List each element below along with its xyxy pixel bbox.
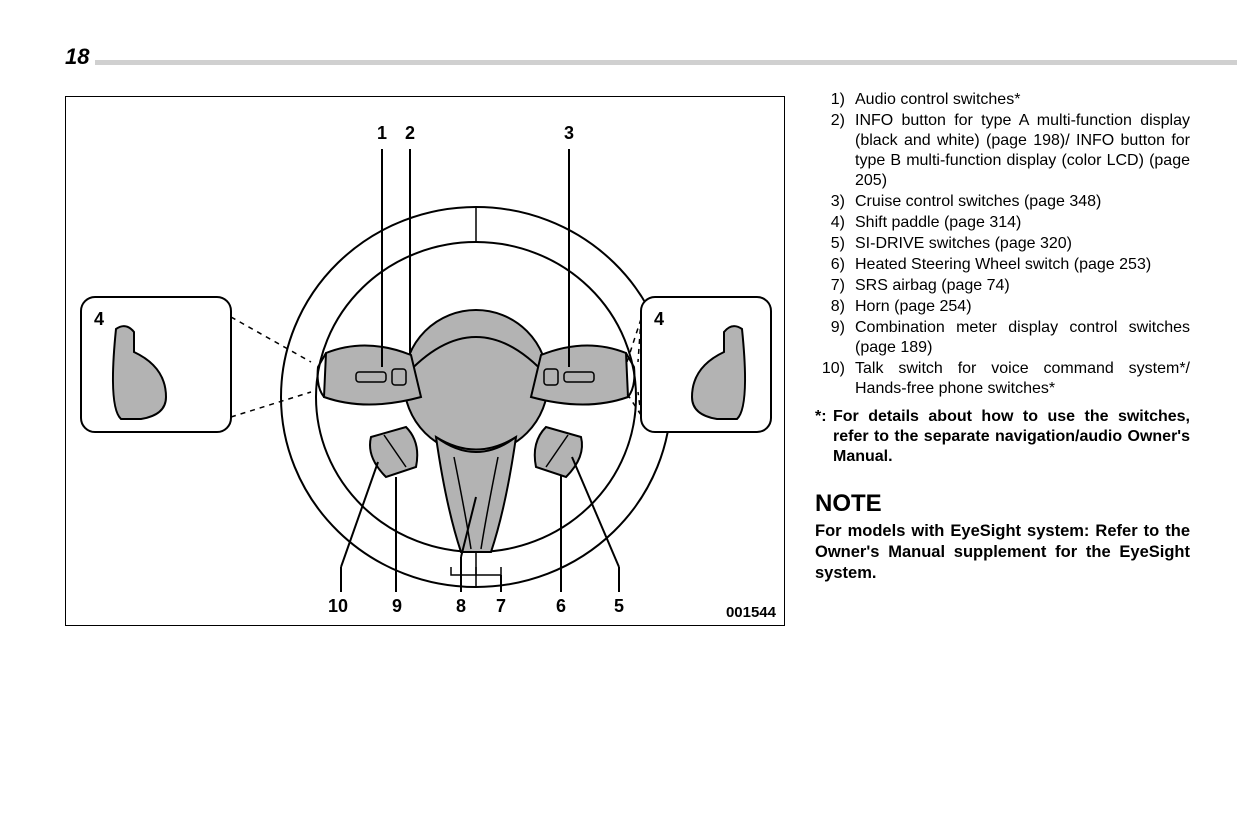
callout-10: 10 — [328, 596, 348, 616]
legend-num: 3) — [815, 192, 855, 212]
legend-text: Horn (page 254) — [855, 297, 1190, 317]
footnote: *: For details about how to use the swit… — [815, 407, 1190, 467]
legend-text: Talk switch for voice command system*/ H… — [855, 359, 1190, 399]
legend-num: 9) — [815, 318, 855, 358]
callout-1: 1 — [377, 123, 387, 143]
figure-id: 001544 — [726, 604, 776, 621]
note-body: For models with EyeSight system: Refer t… — [815, 521, 1190, 584]
callout-7: 7 — [496, 596, 506, 616]
page-header: 18 — [55, 50, 1237, 70]
legend-num: 7) — [815, 276, 855, 296]
legend-item: 1) Audio control switches* — [815, 90, 1190, 110]
legend-num: 1) — [815, 90, 855, 110]
legend-item: 10) Talk switch for voice command system… — [815, 359, 1190, 399]
callout-4-right: 4 — [654, 309, 664, 329]
legend-item: 7) SRS airbag (page 74) — [815, 276, 1190, 296]
header-rule — [95, 60, 1237, 65]
legend-item: 2) INFO button for type A multi-function… — [815, 111, 1190, 191]
legend-item: 3) Cruise control switches (page 348) — [815, 192, 1190, 212]
legend-text: Combination meter display control switch… — [855, 318, 1190, 358]
callout-3: 3 — [564, 123, 574, 143]
note-heading: NOTE — [815, 489, 1190, 519]
figure-svg: 1 2 3 10 9 8 7 6 5 4 4 — [66, 97, 784, 625]
legend-list: 1) Audio control switches* 2) INFO butto… — [815, 90, 1190, 399]
legend-text: INFO button for type A multi-function di… — [855, 111, 1190, 191]
legend-item: 4) Shift paddle (page 314) — [815, 213, 1190, 233]
legend-num: 8) — [815, 297, 855, 317]
legend-column: 1) Audio control switches* 2) INFO butto… — [815, 90, 1190, 584]
callout-9: 9 — [392, 596, 402, 616]
legend-num: 10) — [815, 359, 855, 399]
legend-item: 6) Heated Steering Wheel switch (page 25… — [815, 255, 1190, 275]
legend-text: Audio control switches* — [855, 90, 1190, 110]
steering-wheel-figure: 1 2 3 10 9 8 7 6 5 4 4 001544 — [65, 96, 785, 626]
callout-8: 8 — [456, 596, 466, 616]
footnote-mark: *: — [815, 407, 833, 467]
page-content: 1 2 3 10 9 8 7 6 5 4 4 001544 — [65, 90, 1197, 798]
legend-item: 8) Horn (page 254) — [815, 297, 1190, 317]
legend-text: Cruise control switches (page 348) — [855, 192, 1190, 212]
page: 18 — [0, 0, 1257, 838]
callout-4-left: 4 — [94, 309, 104, 329]
legend-item: 9) Combination meter display control swi… — [815, 318, 1190, 358]
legend-text: SRS airbag (page 74) — [855, 276, 1190, 296]
legend-item: 5) SI-DRIVE switches (page 320) — [815, 234, 1190, 254]
legend-text: SI-DRIVE switches (page 320) — [855, 234, 1190, 254]
legend-text: Shift paddle (page 314) — [855, 213, 1190, 233]
callout-5: 5 — [614, 596, 624, 616]
legend-num: 5) — [815, 234, 855, 254]
legend-num: 2) — [815, 111, 855, 191]
footnote-text: For details about how to use the switche… — [833, 407, 1190, 467]
legend-num: 6) — [815, 255, 855, 275]
legend-text: Heated Steering Wheel switch (page 253) — [855, 255, 1190, 275]
callout-2: 2 — [405, 123, 415, 143]
legend-num: 4) — [815, 213, 855, 233]
callout-6: 6 — [556, 596, 566, 616]
page-number: 18 — [65, 44, 89, 70]
